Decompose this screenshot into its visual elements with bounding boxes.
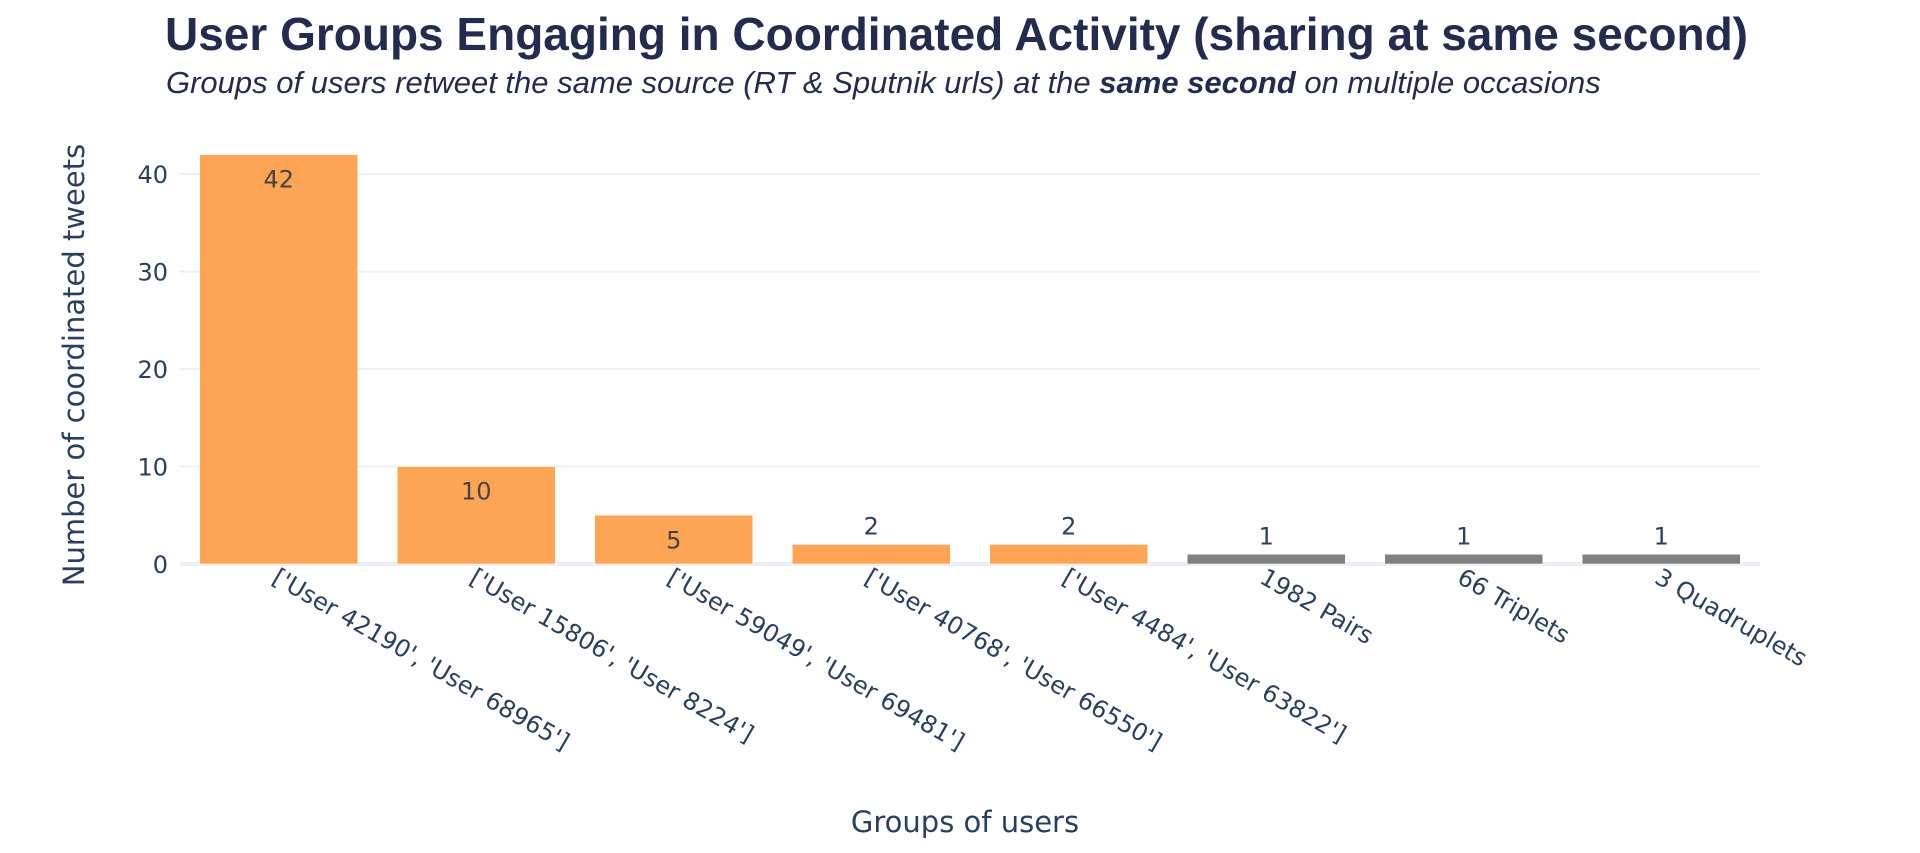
bar-value-label: 2: [864, 513, 879, 541]
y-axis-title: Number of coordinated tweets: [57, 144, 91, 586]
chart-title: User Groups Engaging in Coordinated Acti…: [165, 8, 1748, 60]
bar-value-label: 10: [461, 478, 492, 506]
bar-value-label: 5: [666, 526, 681, 554]
bar-value-label: 1: [1654, 522, 1669, 550]
x-axis-title: Groups of users: [851, 805, 1079, 839]
bar: [594, 515, 753, 565]
bar: [989, 544, 1148, 565]
y-tick-label: 20: [137, 356, 168, 384]
bar: [792, 544, 951, 565]
bar: [397, 466, 556, 565]
subtitle-post: on multiple occasions: [1296, 65, 1601, 100]
x-tick-label: 3 Quadruplets: [1650, 563, 1812, 673]
bar-labels: 42 10 5 2 2 1 1 1: [263, 166, 1668, 555]
x-tick-label: 1982 Pairs: [1255, 563, 1378, 650]
y-tick-label: 10: [137, 454, 168, 482]
y-tick-label: 30: [137, 259, 168, 287]
bar-value-label: 1: [1259, 522, 1274, 550]
bars: [199, 154, 1741, 565]
chart-subtitle: Groups of users retweet the same source …: [166, 65, 1601, 100]
y-tick-label: 0: [153, 551, 168, 579]
bar: [1384, 554, 1543, 565]
subtitle-emphasis: same second: [1099, 65, 1296, 100]
bar-value-label: 42: [263, 166, 294, 194]
bar-value-label: 2: [1061, 513, 1076, 541]
bar-value-label: 1: [1456, 522, 1471, 550]
x-axis-ticks: ['User 42190', 'User 68965']['User 15806…: [268, 563, 1812, 756]
bar: [199, 154, 358, 565]
subtitle-pre: Groups of users retweet the same source …: [166, 65, 1099, 100]
y-tick-label: 40: [137, 161, 168, 189]
x-tick-label: 66 Triplets: [1453, 563, 1575, 649]
bar: [1187, 554, 1346, 565]
y-axis-ticks: 0 10 20 30 40: [137, 161, 168, 579]
bar: [1582, 554, 1741, 565]
